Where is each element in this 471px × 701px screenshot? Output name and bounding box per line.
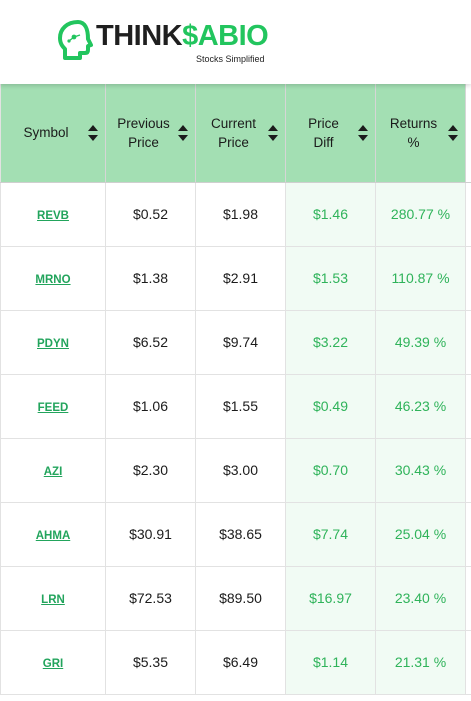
price-diff-cell: $7.74 — [285, 502, 376, 567]
head-gear-icon — [58, 20, 93, 60]
current-price-cell: $2.91 — [195, 246, 286, 311]
column-header-label: Previous Price — [117, 115, 170, 150]
price-diff-cell: $1.46 — [285, 182, 376, 247]
symbol-cell: REVB — [0, 182, 106, 247]
returns-table-container[interactable]: Symbol Previous Price Current Price Price Diff… — [0, 84, 471, 701]
current-price-cell: $89.50 — [195, 566, 286, 631]
returns-cell: 46.23 % — [375, 374, 466, 439]
symbol-link[interactable]: FEED — [37, 402, 69, 414]
sort-icon[interactable] — [447, 124, 459, 142]
column-header[interactable]: Symbol — [0, 84, 106, 183]
symbol-cell: AHMA — [0, 502, 106, 567]
sort-icon[interactable] — [357, 124, 369, 142]
current-price-cell: $38.65 — [195, 502, 286, 567]
row-filler — [465, 374, 471, 439]
symbol-cell: MRNO — [0, 246, 106, 311]
price-diff-cell: $16.97 — [285, 566, 376, 631]
symbol-link[interactable]: MRNO — [35, 274, 71, 286]
symbol-cell: GRI — [0, 630, 106, 695]
header-filler — [465, 84, 471, 183]
table-row: GRI $5.35 $6.49 $1.14 21.31 % — [0, 630, 471, 695]
symbol-cell: PDYN — [0, 310, 106, 375]
current-price-cell: $9.74 — [195, 310, 286, 375]
returns-cell: 21.31 % — [375, 630, 466, 695]
symbol-link[interactable]: AHMA — [35, 530, 71, 542]
row-filler — [465, 310, 471, 375]
previous-price-cell: $1.06 — [105, 374, 196, 439]
returns-cell: 280.77 % — [375, 182, 466, 247]
returns-cell: 23.40 % — [375, 566, 466, 631]
current-price-cell: $6.49 — [195, 630, 286, 695]
previous-price-cell: $1.38 — [105, 246, 196, 311]
previous-price-cell: $72.53 — [105, 566, 196, 631]
row-filler — [465, 502, 471, 567]
column-header-label: Symbol — [23, 125, 69, 141]
returns-cell: 25.04 % — [375, 502, 466, 567]
column-header[interactable]: Returns% — [375, 84, 466, 183]
table-row: PDYN $6.52 $9.74 $3.22 49.39 % — [0, 310, 471, 375]
row-filler — [465, 182, 471, 247]
price-diff-cell: $1.53 — [285, 246, 376, 311]
returns-cell: 49.39 % — [375, 310, 466, 375]
table-row: MRNO $1.38 $2.91 $1.53 110.87 % — [0, 246, 471, 311]
row-filler — [465, 566, 471, 631]
column-header-label: Returns% — [389, 115, 438, 150]
symbol-cell: AZI — [0, 438, 106, 503]
symbol-link[interactable]: REVB — [37, 210, 69, 222]
symbol-link[interactable]: GRI — [42, 658, 64, 670]
row-filler — [465, 438, 471, 503]
thinksabio-logo[interactable]: THINK$ABIO Stocks Simplified — [56, 18, 286, 66]
previous-price-cell: $6.52 — [105, 310, 196, 375]
column-header[interactable]: Previous Price — [105, 84, 196, 183]
column-header-label: Price Diff — [308, 115, 339, 150]
price-diff-cell: $3.22 — [285, 310, 376, 375]
previous-price-cell: $5.35 — [105, 630, 196, 695]
previous-price-cell: $0.52 — [105, 182, 196, 247]
sort-icon[interactable] — [177, 124, 189, 142]
row-filler — [465, 630, 471, 695]
symbol-link[interactable]: LRN — [41, 594, 65, 606]
column-header[interactable]: Current Price — [195, 84, 286, 183]
price-diff-cell: $0.49 — [285, 374, 376, 439]
symbol-cell: LRN — [0, 566, 106, 631]
table-header-row: Symbol Previous Price Current Price Price Diff… — [0, 84, 471, 183]
site-header: THINK$ABIO Stocks Simplified — [0, 0, 471, 84]
sort-icon[interactable] — [267, 124, 279, 142]
row-filler — [465, 246, 471, 311]
table-row: REVB $0.52 $1.98 $1.46 280.77 % — [0, 182, 471, 247]
logo-wordmark: THINK$ABIO — [96, 20, 269, 52]
returns-cell: 30.43 % — [375, 438, 466, 503]
table-row: LRN $72.53 $89.50 $16.97 23.40 % — [0, 566, 471, 631]
table-row: AZI $2.30 $3.00 $0.70 30.43 % — [0, 438, 471, 503]
current-price-cell: $1.55 — [195, 374, 286, 439]
current-price-cell: $1.98 — [195, 182, 286, 247]
price-diff-cell: $0.70 — [285, 438, 376, 503]
sort-icon[interactable] — [87, 124, 99, 142]
table-row: AHMA $30.91 $38.65 $7.74 25.04 % — [0, 502, 471, 567]
column-header-label: Current Price — [210, 115, 256, 150]
symbol-link[interactable]: PDYN — [37, 338, 69, 350]
symbol-cell: FEED — [0, 374, 106, 439]
price-diff-cell: $1.14 — [285, 630, 376, 695]
table-body: REVB $0.52 $1.98 $1.46 280.77 % MRNO $1.38 $2.9… — [0, 182, 471, 695]
column-header[interactable]: Price Diff — [285, 84, 376, 183]
previous-price-cell: $2.30 — [105, 438, 196, 503]
symbol-link[interactable]: AZI — [43, 466, 63, 478]
table-row: FEED $1.06 $1.55 $0.49 46.23 % — [0, 374, 471, 439]
current-price-cell: $3.00 — [195, 438, 286, 503]
returns-table: Symbol Previous Price Current Price Price Diff… — [0, 84, 471, 695]
previous-price-cell: $30.91 — [105, 502, 196, 567]
returns-cell: 110.87 % — [375, 246, 466, 311]
logo-tagline: Stocks Simplified — [196, 54, 265, 64]
